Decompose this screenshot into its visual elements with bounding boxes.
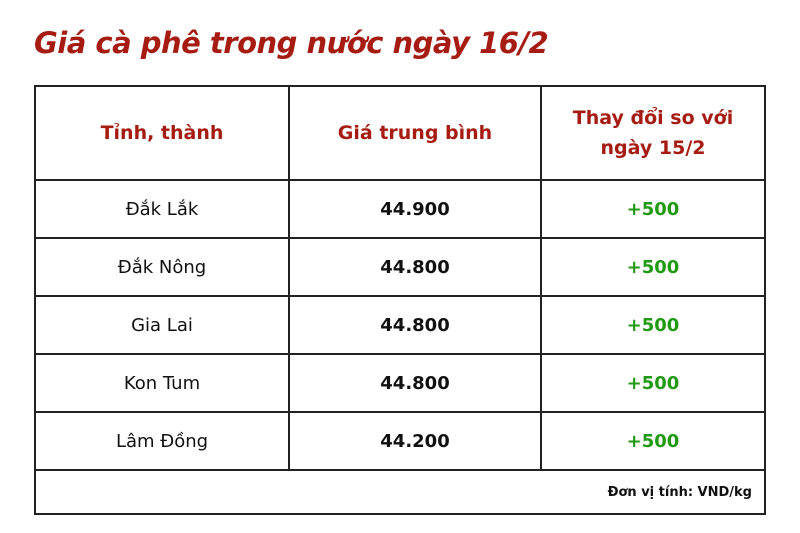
province-cell: Lâm Đồng [34, 411, 290, 471]
change-cell: +500 [540, 179, 766, 239]
table-row: Đắk Nông 44.800 +500 [34, 237, 766, 297]
unit-row: Đơn vị tính: VND/kg [34, 469, 766, 515]
price-cell: 44.800 [288, 295, 542, 355]
table-header-row: Tỉnh, thành Giá trung bình Thay đổi so v… [34, 85, 766, 181]
province-cell: Đắk Nông [34, 237, 290, 297]
change-cell: +500 [540, 353, 766, 413]
header-average-price: Giá trung bình [288, 85, 542, 181]
price-cell: 44.900 [288, 179, 542, 239]
coffee-price-table: Tỉnh, thành Giá trung bình Thay đổi so v… [34, 85, 766, 515]
change-cell: +500 [540, 237, 766, 297]
change-cell: +500 [540, 411, 766, 471]
unit-note: Đơn vị tính: VND/kg [34, 469, 766, 515]
page-title: Giá cà phê trong nước ngày 16/2 [34, 26, 549, 60]
price-cell: 44.800 [288, 237, 542, 297]
province-cell: Đắk Lắk [34, 179, 290, 239]
price-cell: 44.200 [288, 411, 542, 471]
table-row: Kon Tum 44.800 +500 [34, 353, 766, 413]
province-cell: Gia Lai [34, 295, 290, 355]
price-cell: 44.800 [288, 353, 542, 413]
table-row: Lâm Đồng 44.200 +500 [34, 411, 766, 471]
province-cell: Kon Tum [34, 353, 290, 413]
header-change: Thay đổi so với ngày 15/2 [540, 85, 766, 181]
table-row: Đắk Lắk 44.900 +500 [34, 179, 766, 239]
header-province: Tỉnh, thành [34, 85, 290, 181]
table-row: Gia Lai 44.800 +500 [34, 295, 766, 355]
change-cell: +500 [540, 295, 766, 355]
